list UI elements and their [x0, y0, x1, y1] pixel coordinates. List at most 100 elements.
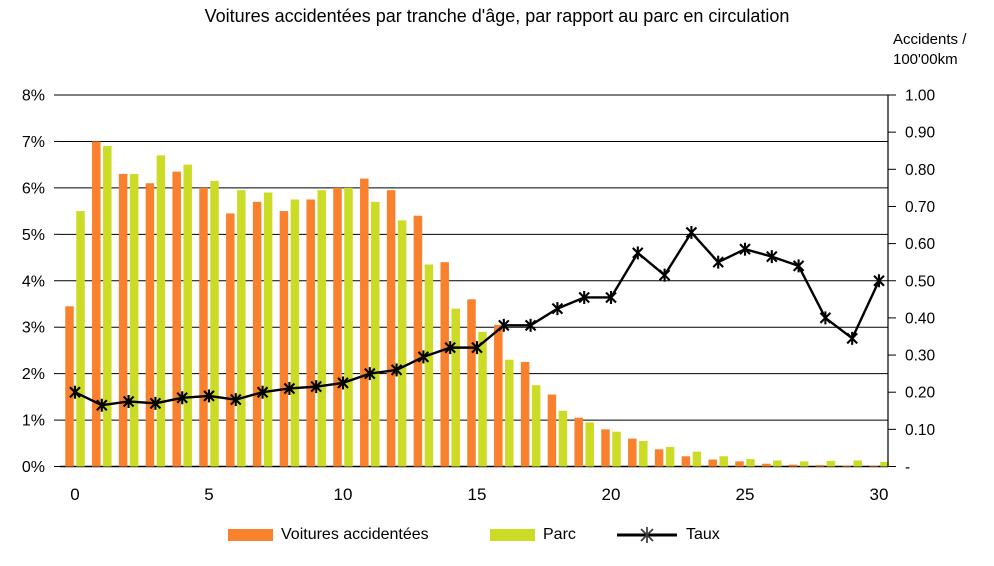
x-axis-label: 15 [468, 485, 487, 504]
bar [317, 190, 326, 467]
bar [520, 362, 530, 467]
parc-bars-group [76, 146, 889, 467]
bar [842, 465, 851, 467]
taux-line-icon [617, 527, 677, 543]
bar [210, 180, 219, 467]
right-axis-label: 0.20 [905, 385, 936, 402]
left-axis-label: 0% [22, 459, 45, 476]
bar [547, 394, 557, 467]
right-axis-label: 0.80 [905, 162, 936, 179]
bar [639, 440, 648, 467]
bar [252, 201, 262, 467]
gridlines: 0% 1% 2% 3% 4% 5% 6% 7% 8% [22, 88, 888, 476]
bar [129, 173, 139, 467]
x-axis-labels: 0 5 10 15 20 25 30 [70, 485, 888, 504]
bar [799, 461, 809, 467]
bar [853, 460, 862, 467]
right-axis-label: 0.90 [905, 125, 936, 142]
bar [735, 461, 744, 467]
bar [92, 141, 101, 467]
voitures-swatch-icon [228, 529, 273, 541]
legend-item-voitures: Voitures accidentées [228, 524, 429, 546]
bar [183, 164, 192, 467]
bar [263, 192, 273, 467]
bar [156, 155, 166, 467]
bar [612, 431, 621, 467]
bar [172, 171, 181, 467]
bar [494, 324, 503, 467]
bar [386, 190, 396, 467]
left-axis-label: 6% [22, 180, 45, 197]
left-axis-label: 4% [22, 273, 45, 290]
bar [574, 417, 583, 467]
bar [371, 201, 380, 467]
bar [306, 199, 315, 467]
right-axis-label: - [905, 459, 910, 476]
bar [815, 465, 825, 467]
left-axis-label: 7% [22, 134, 45, 151]
left-axis-label: 1% [22, 413, 45, 430]
legend-label-taux: Taux [686, 526, 720, 543]
bar [451, 308, 460, 467]
bar [413, 215, 423, 467]
x-axis-label: 0 [70, 485, 79, 504]
x-axis-label: 20 [602, 485, 621, 504]
bar [692, 451, 702, 467]
bar [397, 220, 407, 467]
bar [531, 385, 541, 467]
bar [585, 422, 594, 467]
bar [360, 178, 369, 467]
bar [826, 460, 836, 467]
x-axis-label: 5 [204, 485, 213, 504]
bar [601, 429, 610, 467]
bar [719, 456, 728, 467]
bar [279, 211, 289, 467]
right-axis-label: 0.50 [905, 273, 936, 290]
bar [665, 446, 675, 467]
right-axis-label: 0.10 [905, 422, 936, 439]
bar [290, 199, 300, 467]
left-axis-label: 8% [22, 88, 45, 105]
x-axis-label: 25 [736, 485, 755, 504]
left-axis-label: 3% [22, 320, 45, 337]
right-axis-label: 0.30 [905, 348, 936, 365]
bar [145, 183, 155, 467]
right-axis-label: 0.40 [905, 310, 936, 327]
bar [558, 410, 568, 467]
bar [237, 190, 246, 467]
bar [440, 262, 449, 467]
bar [654, 449, 664, 467]
right-axis-label: 0.60 [905, 236, 936, 253]
legend-item-parc: Parc [490, 524, 576, 546]
right-axis: - 0.10 0.20 0.30 0.40 0.50 0.60 0.70 0.80 0.90 1.0… [887, 88, 936, 476]
right-axis-label: 0.70 [905, 199, 936, 216]
bar [424, 264, 434, 467]
bar [708, 459, 717, 467]
bar [762, 463, 771, 467]
bar [869, 465, 878, 467]
bar [226, 213, 235, 467]
right-axis-unit-label: Accidents / 100'00km [893, 31, 967, 68]
bar [118, 173, 128, 467]
bar [478, 331, 487, 467]
chart-title: Voitures accidentées par tranche d'âge, … [204, 6, 790, 26]
bar [628, 438, 637, 467]
legend-label-parc: Parc [543, 526, 576, 543]
parc-swatch-icon [490, 529, 535, 541]
bar [505, 359, 514, 467]
bar [199, 187, 208, 467]
x-axis-label: 10 [334, 485, 353, 504]
right-axis-label: 1.00 [905, 88, 936, 105]
bar [880, 461, 889, 467]
legend-item-taux: Taux [616, 524, 720, 546]
bar [788, 464, 798, 467]
bar [773, 460, 782, 467]
voitures-bars-group [65, 141, 878, 467]
left-axis-label: 2% [22, 366, 45, 383]
bar [333, 187, 342, 467]
taux-markers [69, 225, 885, 412]
bar [344, 187, 353, 467]
bar [103, 146, 112, 467]
